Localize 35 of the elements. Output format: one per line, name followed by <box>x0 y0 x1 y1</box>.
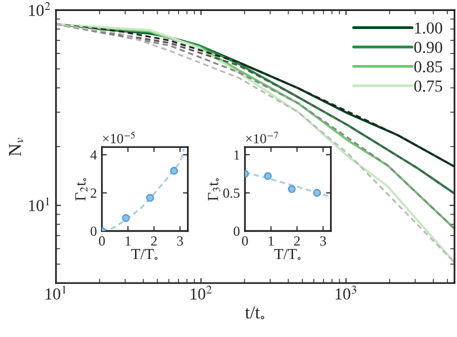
y-tick-label: 0 <box>90 226 97 236</box>
point <box>313 188 322 197</box>
y-axis-title: Γ$_{2}$t$_{∘}$ <box>75 178 88 201</box>
x-tick-label: 1 <box>268 236 274 246</box>
legend-label: 0.90 <box>414 42 442 54</box>
legend-label: 0.75 <box>414 80 442 92</box>
x-tick-label: 1 <box>126 236 131 246</box>
x-tick-label: 3 <box>320 236 326 246</box>
point <box>264 172 272 180</box>
legend-label: 0.85 <box>414 61 442 72</box>
x-tick-label: 0 <box>242 236 248 246</box>
y-tick-label: 1 <box>234 150 240 160</box>
annotation: ×10$^{−5}$ <box>103 132 135 144</box>
x-tick-label: 3 <box>177 236 183 246</box>
x-axis-title: T/T$_{∘}$ <box>131 248 158 260</box>
x-tick-label: 2 <box>151 236 157 246</box>
x-tick-label: 10$^{3}$ <box>336 286 356 300</box>
x-axis-title: t/t$_{∘}$ <box>245 306 264 320</box>
y-tick-label: 0 <box>234 226 240 236</box>
y-tick-label: 0.5 <box>223 188 240 198</box>
x-tick-label: 10$^{1}$ <box>46 286 66 300</box>
y-axis-title: Γ$_{3}$t$_{∘}$ <box>208 178 220 201</box>
y-tick-label: 2 <box>90 188 96 198</box>
annotation: ×10$^{−7}$ <box>246 132 278 144</box>
y-axis-title: N$_{v}$ <box>9 138 24 156</box>
x-tick-label: 2 <box>294 236 300 246</box>
point <box>288 185 296 194</box>
point <box>122 214 130 222</box>
legend-label: 1.00 <box>415 22 442 34</box>
y-tick-label: 4 <box>90 150 97 160</box>
point <box>170 166 178 175</box>
x-tick-label: 0 <box>98 236 105 246</box>
point <box>146 194 154 202</box>
x-axis-title: T/T$_{∘}$ <box>274 248 301 260</box>
x-tick-label: 10$^{2}$ <box>190 286 212 300</box>
